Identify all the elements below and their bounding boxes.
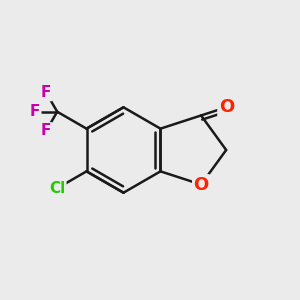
- Text: F: F: [41, 85, 51, 100]
- Text: Cl: Cl: [49, 181, 65, 196]
- Text: F: F: [30, 104, 40, 119]
- Text: O: O: [194, 176, 209, 194]
- Text: F: F: [41, 123, 51, 138]
- Text: O: O: [219, 98, 234, 116]
